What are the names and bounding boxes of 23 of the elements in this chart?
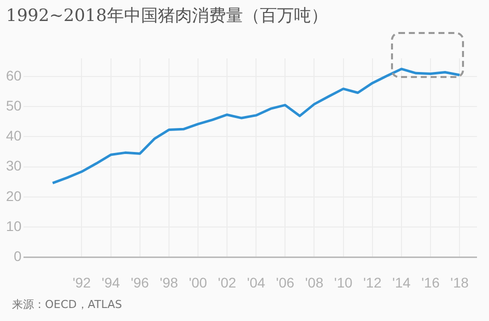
y-tick-label: 20 xyxy=(6,188,22,204)
source-note: 来源：OECD，ATLAS xyxy=(12,297,122,312)
y-tick-label: 30 xyxy=(6,158,22,174)
x-tick-label: '00 xyxy=(188,274,208,290)
x-tick-label: '04 xyxy=(246,274,266,290)
x-tick-label: '16 xyxy=(421,274,440,290)
x-tick-label: '18 xyxy=(450,274,469,290)
y-tick-label: 50 xyxy=(6,97,22,114)
x-tick-label: '08 xyxy=(305,274,324,290)
x-tick-label: '92 xyxy=(72,274,92,290)
x-tick-label: '02 xyxy=(218,274,236,290)
x-tick-label: '10 xyxy=(334,274,353,290)
y-tick-label: 0 xyxy=(14,248,22,264)
x-tick-label: '14 xyxy=(392,274,411,290)
y-tick-label: 40 xyxy=(6,128,22,144)
x-tick-label: '94 xyxy=(102,274,120,290)
x-tick-label: '96 xyxy=(130,274,150,290)
x-tick-label: '98 xyxy=(160,274,178,290)
y-tick-label: 60 xyxy=(6,67,22,84)
x-tick-label: '06 xyxy=(276,274,294,290)
x-tick-label: '12 xyxy=(363,274,382,290)
chart-title: 1992~2018年中国猪肉消费量（百万吨） xyxy=(6,5,328,27)
y-tick-label: 10 xyxy=(6,218,22,234)
